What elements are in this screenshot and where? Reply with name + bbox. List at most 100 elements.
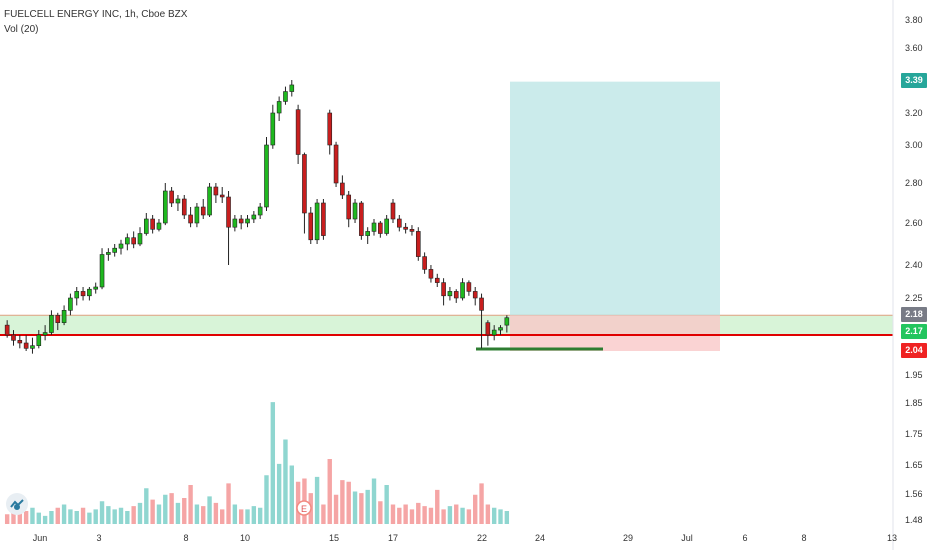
candle — [87, 287, 92, 301]
volume-bar — [207, 496, 212, 524]
candle — [428, 265, 434, 283]
candle — [36, 330, 42, 349]
volume-bar — [333, 494, 339, 524]
volume-bar — [340, 480, 345, 524]
volume-bar — [327, 459, 332, 524]
volume-bar — [397, 507, 402, 524]
candle — [162, 183, 168, 226]
candle — [125, 233, 130, 251]
volume-bar — [428, 507, 434, 524]
candle — [504, 315, 510, 333]
x-tick-label: 24 — [535, 533, 545, 543]
volume-bar — [491, 507, 497, 524]
volume-bar — [30, 507, 35, 524]
volume-bar — [365, 489, 370, 524]
volume-bar — [42, 515, 48, 524]
volume-bar — [220, 509, 225, 524]
volume-bar — [283, 439, 288, 524]
candle — [17, 335, 23, 349]
volume-bar — [87, 512, 92, 524]
volume-bar — [226, 483, 231, 524]
candle — [49, 310, 54, 335]
y-tick-label: 1.85 — [905, 398, 923, 408]
volume-bar — [163, 494, 168, 524]
candle — [251, 211, 257, 223]
volume-bar — [245, 509, 250, 524]
stop-price-tag: 2.04 — [901, 343, 927, 358]
price-axis: 3.803.603.403.203.002.802.602.402.252.10… — [905, 15, 923, 525]
tradingview-logo-icon[interactable] — [6, 493, 28, 515]
support-zone — [0, 315, 893, 335]
x-tick-label: Jun — [33, 533, 48, 543]
candle — [359, 201, 364, 240]
candle — [245, 215, 250, 228]
candle — [61, 305, 67, 326]
y-tick-label: 2.25 — [905, 293, 923, 303]
x-tick-label: 29 — [623, 533, 633, 543]
volume-bar — [454, 504, 459, 524]
candle — [226, 191, 231, 265]
volume-bar — [238, 509, 244, 524]
volume-bar — [93, 509, 98, 524]
zones: E — [0, 81, 893, 516]
candle — [188, 207, 193, 228]
candle — [340, 175, 345, 199]
volume-bar — [384, 485, 389, 524]
y-tick-label: 3.60 — [905, 43, 923, 53]
candle — [137, 227, 143, 247]
volume-bar — [11, 512, 16, 524]
x-tick-label: 17 — [388, 533, 398, 543]
candle — [352, 199, 358, 223]
target-price-tag: 3.39 — [901, 73, 927, 88]
volume-bar — [232, 504, 238, 524]
volume-bar — [150, 499, 155, 524]
candle — [181, 195, 187, 219]
volume-bar — [321, 504, 326, 524]
volume-bar — [270, 402, 276, 524]
volume-bar — [182, 498, 187, 524]
candle — [441, 278, 446, 306]
candle — [264, 137, 269, 211]
candle — [150, 215, 155, 234]
candle — [498, 325, 503, 335]
x-tick-label: 6 — [742, 533, 747, 543]
candle — [365, 227, 370, 244]
y-tick-label: 2.80 — [905, 178, 923, 188]
x-tick-label: 8 — [801, 533, 806, 543]
time-axis: Jun 3 8 10 15 17 22 24 29 Jul 6 8 13 — [33, 533, 897, 543]
volume-indicator-label: Vol (20) — [4, 24, 39, 35]
x-tick-label: 3 — [96, 533, 101, 543]
volume-bar — [498, 509, 503, 524]
volume-bar — [504, 511, 510, 524]
volume-bar — [466, 509, 472, 524]
x-tick-label: 8 — [183, 533, 188, 543]
volume-bar — [390, 504, 396, 524]
candle — [4, 320, 10, 338]
candle — [213, 183, 219, 203]
volume-bar — [144, 488, 149, 524]
y-tick-label: 1.75 — [905, 429, 923, 439]
x-tick-label: 13 — [887, 533, 897, 543]
volume-bar — [213, 502, 219, 524]
volume-bars — [4, 402, 510, 524]
volume-bar — [460, 507, 465, 524]
volume-bar — [352, 491, 358, 524]
candle — [327, 109, 333, 155]
volume-bar — [257, 507, 263, 524]
candle — [219, 187, 225, 203]
volume-bar — [194, 504, 200, 524]
x-tick-label: 10 — [240, 533, 250, 543]
volume-bar — [403, 504, 408, 524]
volume-bar — [118, 507, 124, 524]
x-tick-label: 22 — [477, 533, 487, 543]
volume-bar — [131, 506, 136, 524]
volume-bar — [125, 511, 130, 524]
volume-bar — [137, 502, 143, 524]
candle — [422, 252, 427, 274]
volume-bar — [264, 475, 269, 524]
candle — [200, 199, 206, 219]
candle — [409, 225, 415, 236]
candle — [397, 215, 402, 232]
candle — [93, 282, 99, 294]
